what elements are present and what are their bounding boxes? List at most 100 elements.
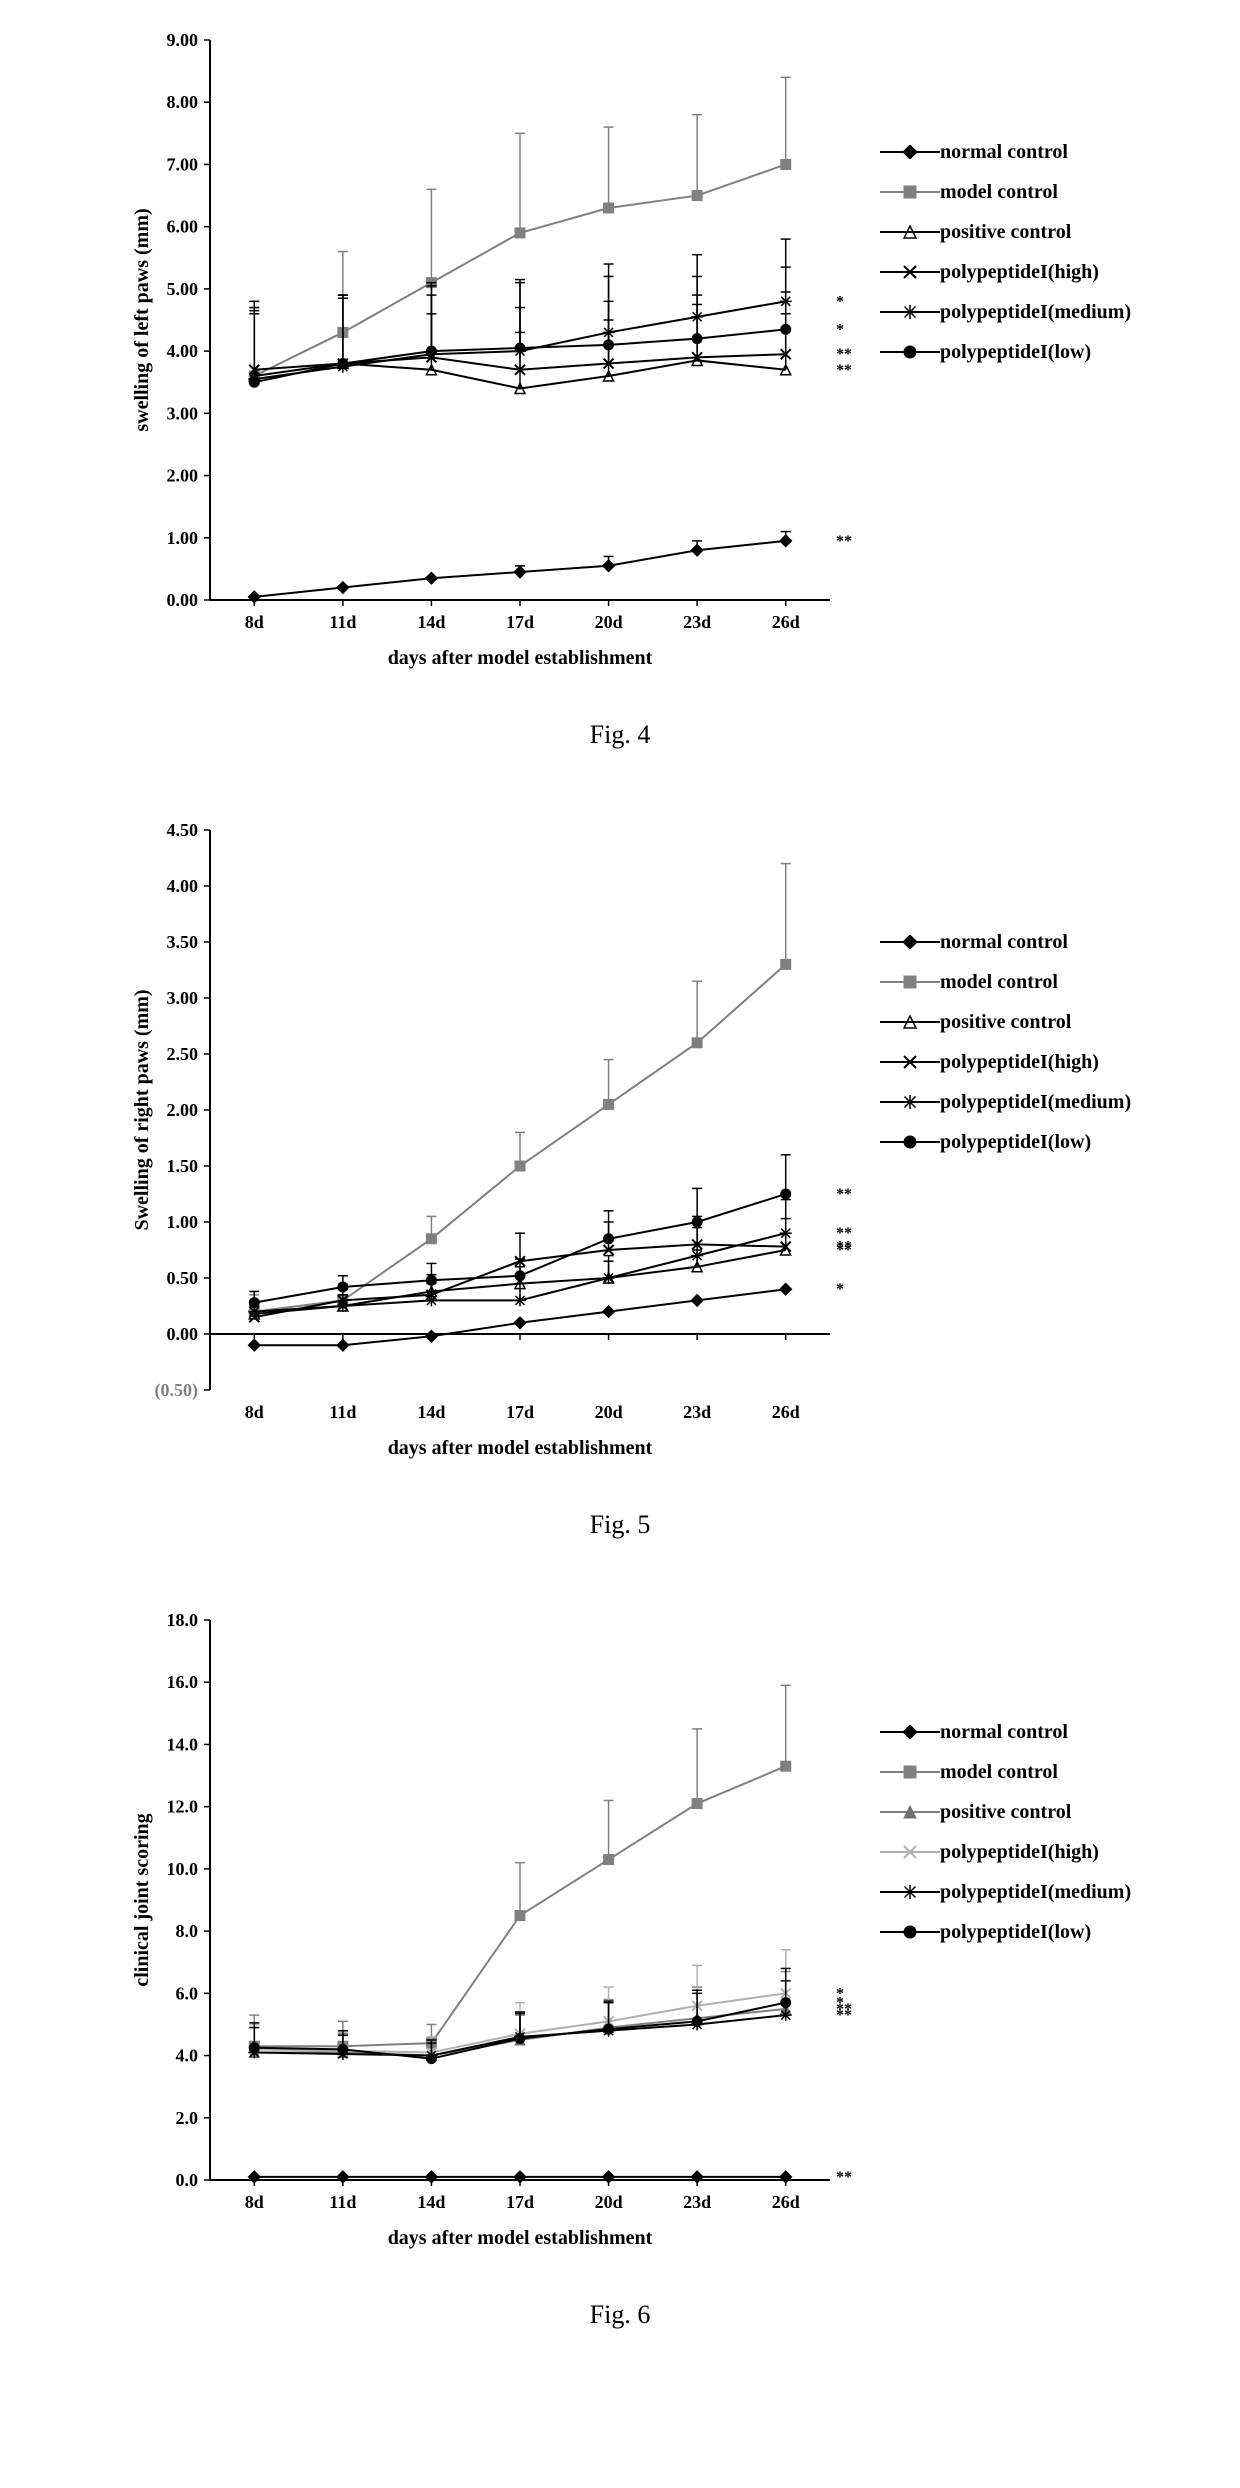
data-marker [249,2043,259,2053]
data-marker [514,566,526,578]
legend-item: positive control [880,1010,1131,1034]
data-marker [604,203,614,213]
data-marker [691,1250,703,1262]
figure-caption: Fig. 4 [70,720,1170,750]
data-marker [515,1911,525,1921]
legend-label: polypeptideI(low) [940,341,1091,364]
y-tick-label: 8.00 [167,92,199,112]
y-tick-label: 6.0 [176,1983,199,2003]
data-marker [691,1294,703,1306]
data-marker [780,1283,792,1295]
legend: normal control model control positive co… [880,140,1131,380]
x-tick-label: 11d [329,612,356,632]
y-axis-label: Swelling of right paws (mm) [131,989,153,1230]
data-marker [691,2171,703,2183]
data-marker [692,1217,702,1227]
x-tick-label: 17d [506,2192,534,2212]
x-tick-label: 11d [329,1402,356,1422]
data-marker [338,1282,348,1292]
data-marker [426,2054,436,2064]
significance-annot: ** [836,1225,852,1242]
y-tick-label: 6.00 [167,217,199,237]
data-marker [692,191,702,201]
legend-label: normal control [940,141,1068,164]
y-tick-label: 4.0 [176,2046,199,2066]
data-marker [515,1161,525,1171]
legend-item: model control [880,970,1131,994]
data-marker [781,1998,791,2008]
y-tick-label: 3.00 [167,403,199,423]
significance-annot: ** [836,2169,852,2186]
data-marker [781,1189,791,1199]
x-tick-label: 14d [417,2192,445,2212]
data-marker [604,1099,614,1109]
figure-caption: Fig. 6 [70,2300,1170,2330]
data-marker [515,2033,525,2043]
legend-label: positive control [940,1801,1071,1824]
x-tick-label: 8d [245,1402,264,1422]
legend-label: polypeptideI(medium) [940,1881,1131,1904]
data-marker [692,1038,702,1048]
significance-annot: * [836,1281,844,1298]
y-tick-label: 0.0 [176,2170,199,2190]
y-tick-label: 18.0 [167,1610,199,1630]
data-marker [514,1317,526,1329]
x-tick-label: 8d [245,612,264,632]
data-marker [425,1294,437,1306]
data-marker [426,1234,436,1244]
data-marker [426,1275,436,1285]
legend-label: polypeptideI(high) [940,261,1099,284]
data-marker [691,544,703,556]
figure-caption: Fig. 5 [70,1510,1170,1540]
y-tick-label: 14.0 [167,1734,199,1754]
y-tick-label: 10.0 [167,1859,199,1879]
chart-plot: (0.50)0.000.501.001.502.002.503.003.504.… [130,810,860,1470]
x-tick-label: 20d [595,1402,623,1422]
data-marker [604,2024,614,2034]
y-tick-label: 16.0 [167,1672,199,1692]
legend-label: polypeptideI(high) [940,1841,1099,1864]
significance-annot: * [836,293,844,310]
data-marker [337,1339,349,1351]
y-tick-label: 1.00 [167,528,199,548]
significance-annot: * [836,1995,844,2012]
significance-annot: ** [836,1186,852,1203]
chart-svg-container: 0.001.002.003.004.005.006.007.008.009.00… [130,20,860,680]
data-marker [337,2171,349,2183]
legend-label: polypeptideI(low) [940,1921,1091,1944]
figure-block: 0.001.002.003.004.005.006.007.008.009.00… [70,20,1170,750]
legend-label: positive control [940,221,1071,244]
y-tick-label: 4.50 [167,820,199,840]
x-tick-label: 20d [595,2192,623,2212]
chart-wrap: 0.001.002.003.004.005.006.007.008.009.00… [130,20,1170,680]
legend-item: polypeptideI(medium) [880,1880,1131,1904]
chart-wrap: 0.02.04.06.08.010.012.014.016.018.08d11d… [130,1600,1170,2260]
legend-item: polypeptideI(low) [880,340,1131,364]
legend-item: positive control [880,220,1131,244]
y-tick-label: 12.0 [167,1797,199,1817]
y-tick-label: 2.50 [167,1044,199,1064]
data-marker [249,377,259,387]
y-tick-label: 1.00 [167,1212,199,1232]
significance-annot: * [836,321,844,338]
data-marker [248,2171,260,2183]
y-tick-label: 0.50 [167,1268,199,1288]
y-tick-label: 8.0 [176,1921,199,1941]
data-marker [514,1294,526,1306]
data-marker [426,346,436,356]
y-tick-label: 4.00 [167,876,199,896]
data-marker [337,582,349,594]
x-tick-label: 23d [683,612,711,632]
data-marker [338,359,348,369]
y-tick-label: 3.00 [167,988,199,1008]
legend-item: polypeptideI(high) [880,260,1131,284]
x-tick-label: 26d [772,1402,800,1422]
data-marker [248,1339,260,1351]
data-marker [781,1761,791,1771]
y-tick-label: 2.00 [167,466,199,486]
x-axis-label: days after model establishment [388,2227,653,2249]
data-marker [337,1300,349,1312]
chart-wrap: (0.50)0.000.501.001.502.002.503.003.504.… [130,810,1170,1470]
y-tick-label: 9.00 [167,30,199,50]
legend-label: normal control [940,1721,1068,1744]
